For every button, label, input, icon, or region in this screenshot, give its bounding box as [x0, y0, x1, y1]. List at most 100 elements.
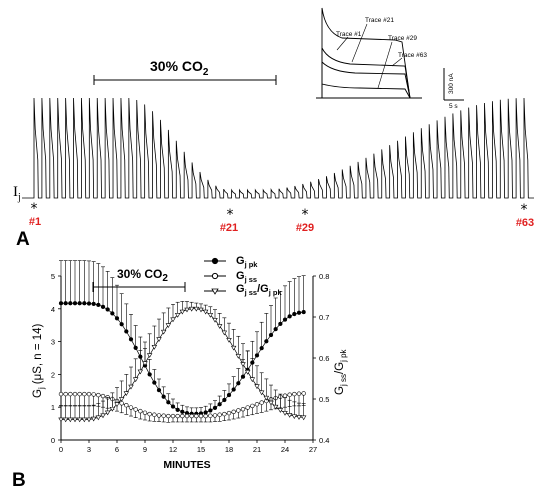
data-point — [152, 380, 157, 385]
data-point — [287, 314, 292, 319]
marker-label-1: #1 — [29, 216, 41, 228]
legend-entry-gj-pk: Gj pk — [204, 255, 258, 269]
data-point — [151, 345, 158, 350]
panel-a-letter: A — [16, 229, 30, 250]
data-point — [82, 301, 87, 306]
data-point — [216, 324, 223, 329]
data-point — [188, 306, 195, 312]
data-point — [231, 409, 236, 414]
x-tick-label: 9 — [143, 445, 147, 454]
data-point — [118, 397, 125, 402]
data-point — [86, 391, 92, 397]
data-point — [72, 417, 78, 423]
x-tick-label: 0 — [59, 445, 63, 454]
panel-a-co2-bracket: 30% CO2 — [93, 58, 277, 85]
data-point — [296, 310, 302, 315]
inset-label-trace-21: Trace #21 — [365, 17, 394, 24]
y-left-tick-label: 2 — [51, 370, 55, 379]
data-point — [259, 400, 264, 405]
data-point — [226, 338, 232, 343]
inset-pointer-63 — [391, 57, 403, 67]
trace-markers: * #1 * #21 * #29 * #63 — [29, 201, 534, 234]
data-point — [207, 313, 214, 318]
data-point — [105, 307, 110, 312]
marker-label-29: #29 — [296, 222, 314, 234]
data-point — [273, 326, 278, 332]
data-point — [291, 414, 298, 420]
chart-legend: Gj pk Gj ss Gj ss/Gj pk — [204, 255, 282, 297]
y-right-tick-label: 0.5 — [319, 395, 329, 404]
legend-label-ratio: Gj ss/Gj pk — [236, 283, 282, 297]
x-tick-label: 6 — [115, 445, 119, 454]
x-tick-label: 12 — [169, 445, 177, 454]
panel-b-co2-bracket: 30% CO2 — [92, 267, 186, 292]
data-point — [156, 337, 162, 342]
data-point — [296, 415, 302, 420]
data-point — [286, 413, 293, 418]
data-point — [254, 353, 260, 358]
current-trace-train — [22, 97, 534, 199]
data-point — [198, 307, 204, 313]
panel-b-co2-label: 30% CO2 — [117, 267, 168, 284]
data-point — [123, 391, 130, 397]
data-point — [133, 345, 138, 350]
data-point — [226, 410, 232, 416]
y-left-tick-label: 3 — [51, 338, 55, 347]
legend-entry-ratio: Gj ss/Gj pk — [204, 283, 282, 297]
data-point — [110, 311, 115, 316]
data-point — [58, 301, 64, 306]
data-point — [170, 317, 176, 323]
data-point — [128, 384, 134, 390]
y-right-axis-title: Gj ss/Gj pk — [334, 348, 348, 395]
data-point — [250, 403, 255, 409]
data-point — [100, 413, 106, 419]
data-point — [244, 370, 251, 375]
data-point — [119, 401, 124, 406]
data-point — [91, 301, 96, 307]
legend-marker-gj-pk — [211, 257, 219, 265]
data-point — [138, 408, 143, 414]
data-point — [282, 317, 288, 322]
data-point — [184, 307, 190, 313]
marker-label-21: #21 — [220, 222, 238, 234]
data-point — [189, 413, 194, 419]
data-point — [240, 362, 246, 367]
data-point — [268, 400, 274, 406]
data-point — [198, 413, 204, 419]
data-point — [292, 391, 297, 397]
data-point — [77, 301, 82, 306]
data-point — [62, 417, 69, 423]
data-point — [133, 407, 138, 412]
data-point — [72, 391, 78, 397]
data-point — [58, 391, 64, 397]
y-left-tick-label: 4 — [51, 305, 55, 314]
data-point — [282, 393, 288, 398]
data-point — [180, 409, 185, 414]
scale-label-current: 300 nA — [448, 73, 455, 94]
y-left-axis-title: Gj(μS, n = 14) — [32, 323, 46, 398]
inset-label-trace-29: Trace #29 — [388, 35, 417, 42]
x-tick-label: 15 — [197, 445, 205, 454]
data-point — [222, 411, 227, 417]
data-point — [278, 321, 283, 327]
inset-trace-1 — [320, 7, 420, 99]
data-point — [212, 405, 218, 411]
data-point — [208, 408, 213, 413]
data-point — [146, 353, 153, 358]
y-right-ticks: 0.4 0.5 0.6 0.7 0.8 — [313, 272, 329, 445]
data-point — [68, 301, 73, 306]
inset-trace-63 — [321, 47, 411, 99]
data-point — [160, 329, 167, 335]
data-point — [142, 361, 148, 367]
marker-star-21: * — [227, 207, 234, 223]
x-ticks: 0 3 6 9 12 15 18 21 24 27 — [59, 440, 317, 454]
x-axis-title: MINUTES — [163, 459, 210, 471]
data-point — [81, 417, 88, 423]
y-right-tick-label: 0.4 — [319, 436, 329, 445]
data-point — [300, 415, 307, 421]
data-point — [63, 391, 68, 397]
data-point — [124, 403, 129, 408]
data-point — [77, 391, 82, 397]
x-tick-label: 18 — [225, 445, 233, 454]
